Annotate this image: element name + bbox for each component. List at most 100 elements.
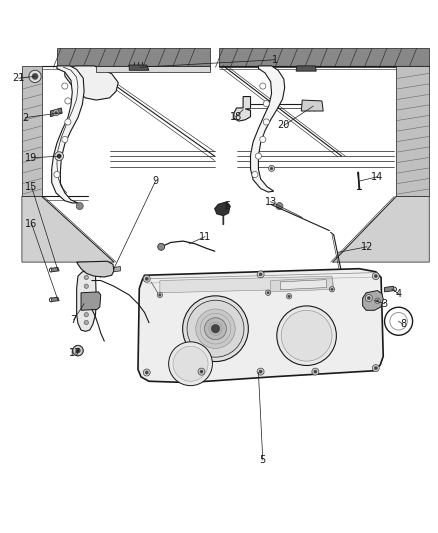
Circle shape (29, 70, 41, 83)
Polygon shape (219, 47, 429, 67)
Text: 20: 20 (278, 120, 290, 131)
Polygon shape (301, 100, 323, 111)
Text: 8: 8 (400, 319, 406, 329)
Circle shape (53, 110, 59, 116)
Polygon shape (160, 276, 334, 293)
Circle shape (375, 298, 380, 303)
Polygon shape (333, 197, 429, 262)
Text: 5: 5 (260, 455, 266, 465)
Circle shape (158, 243, 165, 251)
Polygon shape (215, 201, 230, 216)
Circle shape (62, 83, 68, 89)
Polygon shape (363, 290, 383, 310)
Polygon shape (138, 269, 383, 383)
Circle shape (32, 74, 38, 79)
Circle shape (372, 273, 379, 280)
Circle shape (55, 111, 57, 114)
Circle shape (65, 119, 71, 125)
Circle shape (76, 203, 83, 209)
Text: 21: 21 (12, 73, 25, 83)
Polygon shape (52, 268, 59, 272)
Circle shape (372, 365, 379, 372)
Circle shape (259, 370, 262, 373)
Circle shape (157, 292, 162, 297)
Circle shape (57, 153, 64, 159)
Circle shape (365, 295, 372, 302)
Circle shape (312, 368, 319, 375)
Text: 7: 7 (71, 315, 77, 325)
Text: 18: 18 (230, 112, 242, 122)
Circle shape (263, 119, 269, 125)
Circle shape (255, 153, 261, 159)
Polygon shape (81, 292, 101, 310)
Circle shape (84, 304, 88, 308)
Text: 14: 14 (371, 172, 384, 182)
Polygon shape (385, 286, 394, 292)
Text: 6: 6 (225, 201, 231, 211)
Circle shape (84, 284, 88, 288)
Circle shape (73, 345, 83, 356)
Circle shape (270, 167, 273, 170)
Text: 3: 3 (381, 298, 388, 309)
Text: 13: 13 (265, 197, 277, 207)
Circle shape (260, 83, 266, 89)
Circle shape (198, 368, 205, 375)
Circle shape (205, 318, 226, 340)
Circle shape (267, 292, 269, 294)
Circle shape (260, 136, 266, 142)
Circle shape (329, 287, 335, 292)
Circle shape (62, 136, 68, 142)
Polygon shape (96, 66, 210, 71)
Circle shape (159, 294, 161, 296)
Circle shape (376, 300, 379, 302)
Circle shape (76, 348, 80, 353)
Circle shape (281, 310, 332, 361)
Circle shape (143, 369, 150, 376)
Circle shape (374, 274, 378, 278)
Circle shape (145, 371, 148, 374)
Polygon shape (296, 66, 316, 71)
Text: 9: 9 (152, 176, 159, 186)
Polygon shape (22, 66, 42, 197)
Polygon shape (271, 278, 333, 292)
Polygon shape (22, 197, 114, 262)
Circle shape (57, 154, 61, 158)
Circle shape (65, 98, 71, 104)
Polygon shape (251, 66, 285, 192)
Circle shape (211, 324, 220, 333)
Circle shape (276, 203, 283, 209)
Polygon shape (77, 271, 96, 332)
Polygon shape (52, 66, 84, 203)
Polygon shape (65, 66, 118, 100)
Polygon shape (50, 108, 62, 117)
Circle shape (55, 152, 64, 160)
Text: 16: 16 (25, 219, 38, 229)
Polygon shape (129, 65, 149, 70)
Circle shape (145, 277, 148, 280)
Circle shape (286, 294, 292, 299)
Text: 1: 1 (272, 55, 278, 65)
Circle shape (263, 101, 269, 107)
Circle shape (374, 367, 378, 370)
Circle shape (169, 342, 212, 386)
Text: 19: 19 (25, 153, 38, 163)
Circle shape (54, 172, 60, 177)
Circle shape (84, 312, 88, 317)
Polygon shape (57, 47, 210, 67)
Circle shape (277, 306, 336, 366)
Circle shape (314, 370, 317, 373)
Polygon shape (52, 297, 59, 302)
Text: 17: 17 (69, 348, 81, 358)
Polygon shape (396, 66, 429, 197)
Circle shape (84, 294, 88, 298)
Polygon shape (77, 261, 114, 277)
Text: 12: 12 (361, 242, 373, 252)
Text: 11: 11 (199, 232, 211, 242)
Circle shape (84, 275, 88, 280)
Circle shape (143, 275, 150, 282)
Circle shape (84, 320, 88, 325)
Circle shape (257, 368, 264, 375)
Circle shape (173, 346, 208, 381)
Polygon shape (280, 280, 327, 290)
Circle shape (252, 172, 258, 177)
